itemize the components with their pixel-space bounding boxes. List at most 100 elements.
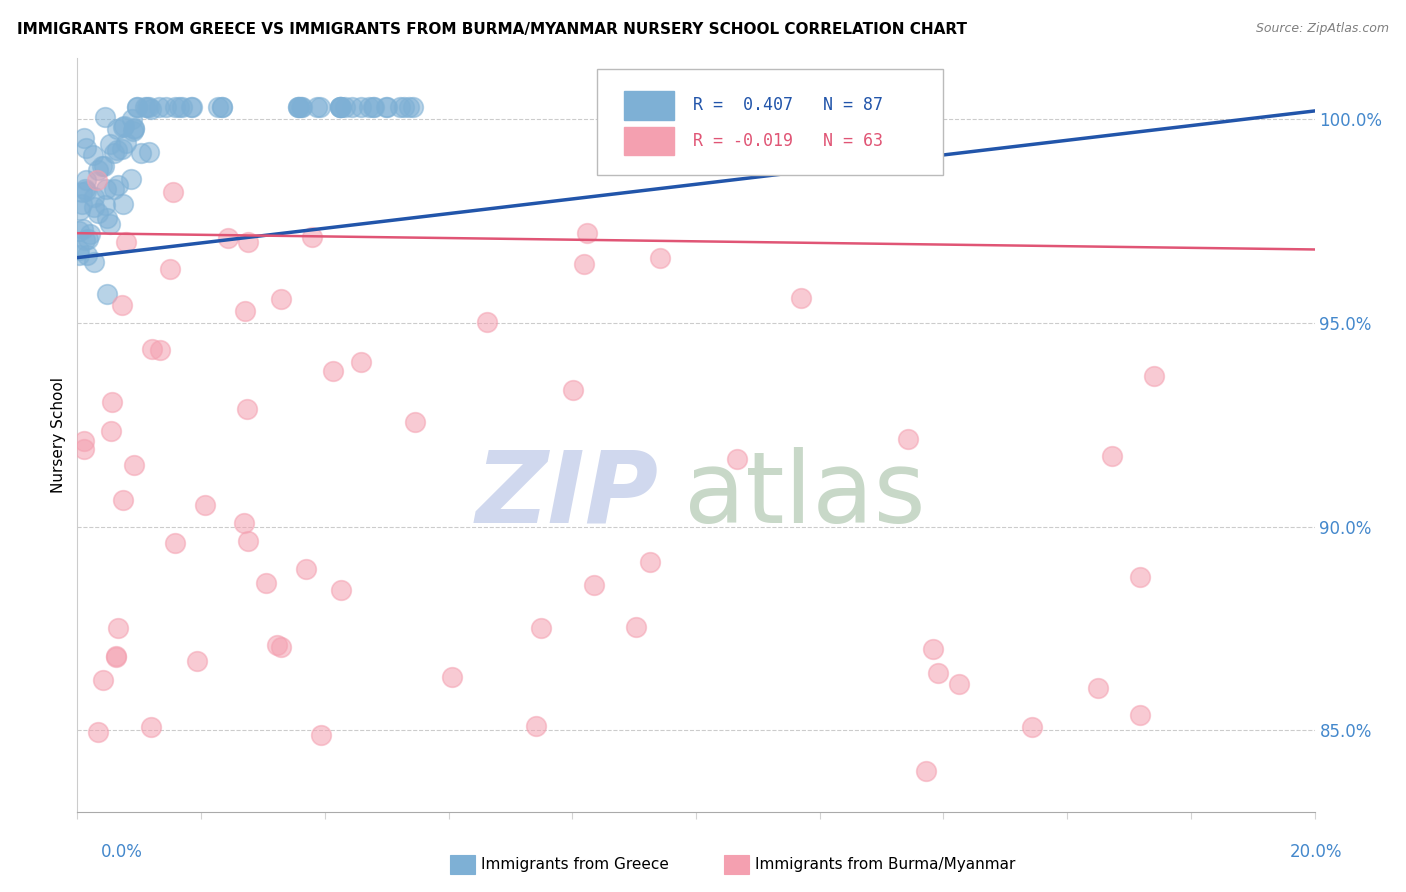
Point xyxy=(172,100,194,114)
Point xyxy=(211,100,233,114)
Point xyxy=(112,119,135,133)
Point xyxy=(98,217,121,231)
Point xyxy=(122,122,145,136)
Point xyxy=(308,100,330,114)
Point xyxy=(1129,570,1152,584)
Point xyxy=(1129,707,1152,722)
Point xyxy=(927,666,949,681)
Point xyxy=(311,728,333,742)
Point xyxy=(1143,368,1166,383)
Point xyxy=(75,234,97,248)
Point xyxy=(301,229,323,244)
FancyBboxPatch shape xyxy=(598,70,943,175)
Point xyxy=(725,452,748,467)
Point xyxy=(107,621,129,635)
Point xyxy=(83,190,105,204)
Text: atlas: atlas xyxy=(683,447,925,543)
Point xyxy=(76,248,98,262)
Point xyxy=(136,100,159,114)
Point xyxy=(574,256,596,270)
Point xyxy=(294,561,316,575)
Point xyxy=(98,136,121,151)
Point xyxy=(186,654,208,668)
Point xyxy=(83,201,105,215)
Point xyxy=(350,100,373,114)
Text: Source: ZipAtlas.com: Source: ZipAtlas.com xyxy=(1256,22,1389,36)
Point xyxy=(207,100,229,114)
Point xyxy=(921,642,943,657)
Point xyxy=(270,292,292,306)
Point xyxy=(67,224,90,238)
Point xyxy=(111,142,134,156)
Point xyxy=(524,719,547,733)
Point xyxy=(530,621,553,635)
Point xyxy=(359,100,381,114)
Point xyxy=(155,100,177,114)
Point xyxy=(648,251,671,265)
Point xyxy=(288,100,311,114)
Point xyxy=(93,110,115,124)
Point xyxy=(138,145,160,160)
Point xyxy=(374,100,396,114)
Point xyxy=(402,100,425,114)
Text: Immigrants from Burma/Myanmar: Immigrants from Burma/Myanmar xyxy=(755,857,1015,871)
Point xyxy=(100,425,122,439)
Point xyxy=(107,178,129,193)
Point xyxy=(125,100,148,114)
Point xyxy=(330,583,353,598)
Point xyxy=(139,720,162,734)
Point xyxy=(624,620,647,634)
Point xyxy=(194,499,217,513)
Point xyxy=(122,458,145,473)
Point xyxy=(77,231,100,245)
Point xyxy=(96,211,118,225)
Point xyxy=(915,764,938,778)
Point xyxy=(105,649,128,664)
Point xyxy=(67,248,90,262)
Point xyxy=(67,243,90,257)
Point xyxy=(236,533,259,548)
Point xyxy=(75,141,97,155)
Point xyxy=(96,181,118,195)
Point xyxy=(211,100,233,114)
Point xyxy=(1021,720,1043,734)
Point xyxy=(1087,681,1109,695)
Text: ZIP: ZIP xyxy=(475,447,659,543)
Point xyxy=(404,415,426,429)
Point xyxy=(93,198,115,212)
Point xyxy=(165,536,187,550)
Text: 0.0%: 0.0% xyxy=(101,843,143,861)
Point xyxy=(287,100,309,114)
Point xyxy=(91,673,114,687)
Text: Immigrants from Greece: Immigrants from Greece xyxy=(481,857,669,871)
Point xyxy=(233,516,256,530)
Point xyxy=(163,100,186,114)
Point xyxy=(583,578,606,592)
Point xyxy=(389,100,412,114)
Point xyxy=(103,182,125,196)
Point xyxy=(335,100,357,114)
Point xyxy=(70,186,93,200)
Point xyxy=(329,100,352,114)
Point xyxy=(217,231,239,245)
Point xyxy=(91,159,114,173)
Point xyxy=(233,304,256,318)
Point xyxy=(122,121,145,136)
Point xyxy=(328,100,350,114)
Point xyxy=(181,100,204,114)
Point xyxy=(159,262,181,277)
Point xyxy=(180,100,202,114)
Point xyxy=(103,145,125,160)
Point xyxy=(120,171,142,186)
Bar xyxy=(624,127,673,155)
Point xyxy=(897,432,920,446)
Point xyxy=(307,100,329,114)
Point xyxy=(254,576,277,591)
Point xyxy=(291,100,314,114)
Point xyxy=(122,124,145,138)
Text: R =  0.407   N = 87: R = 0.407 N = 87 xyxy=(693,96,883,114)
Point xyxy=(129,146,152,161)
Point xyxy=(363,100,385,114)
Point xyxy=(112,120,135,134)
Point xyxy=(394,100,416,114)
